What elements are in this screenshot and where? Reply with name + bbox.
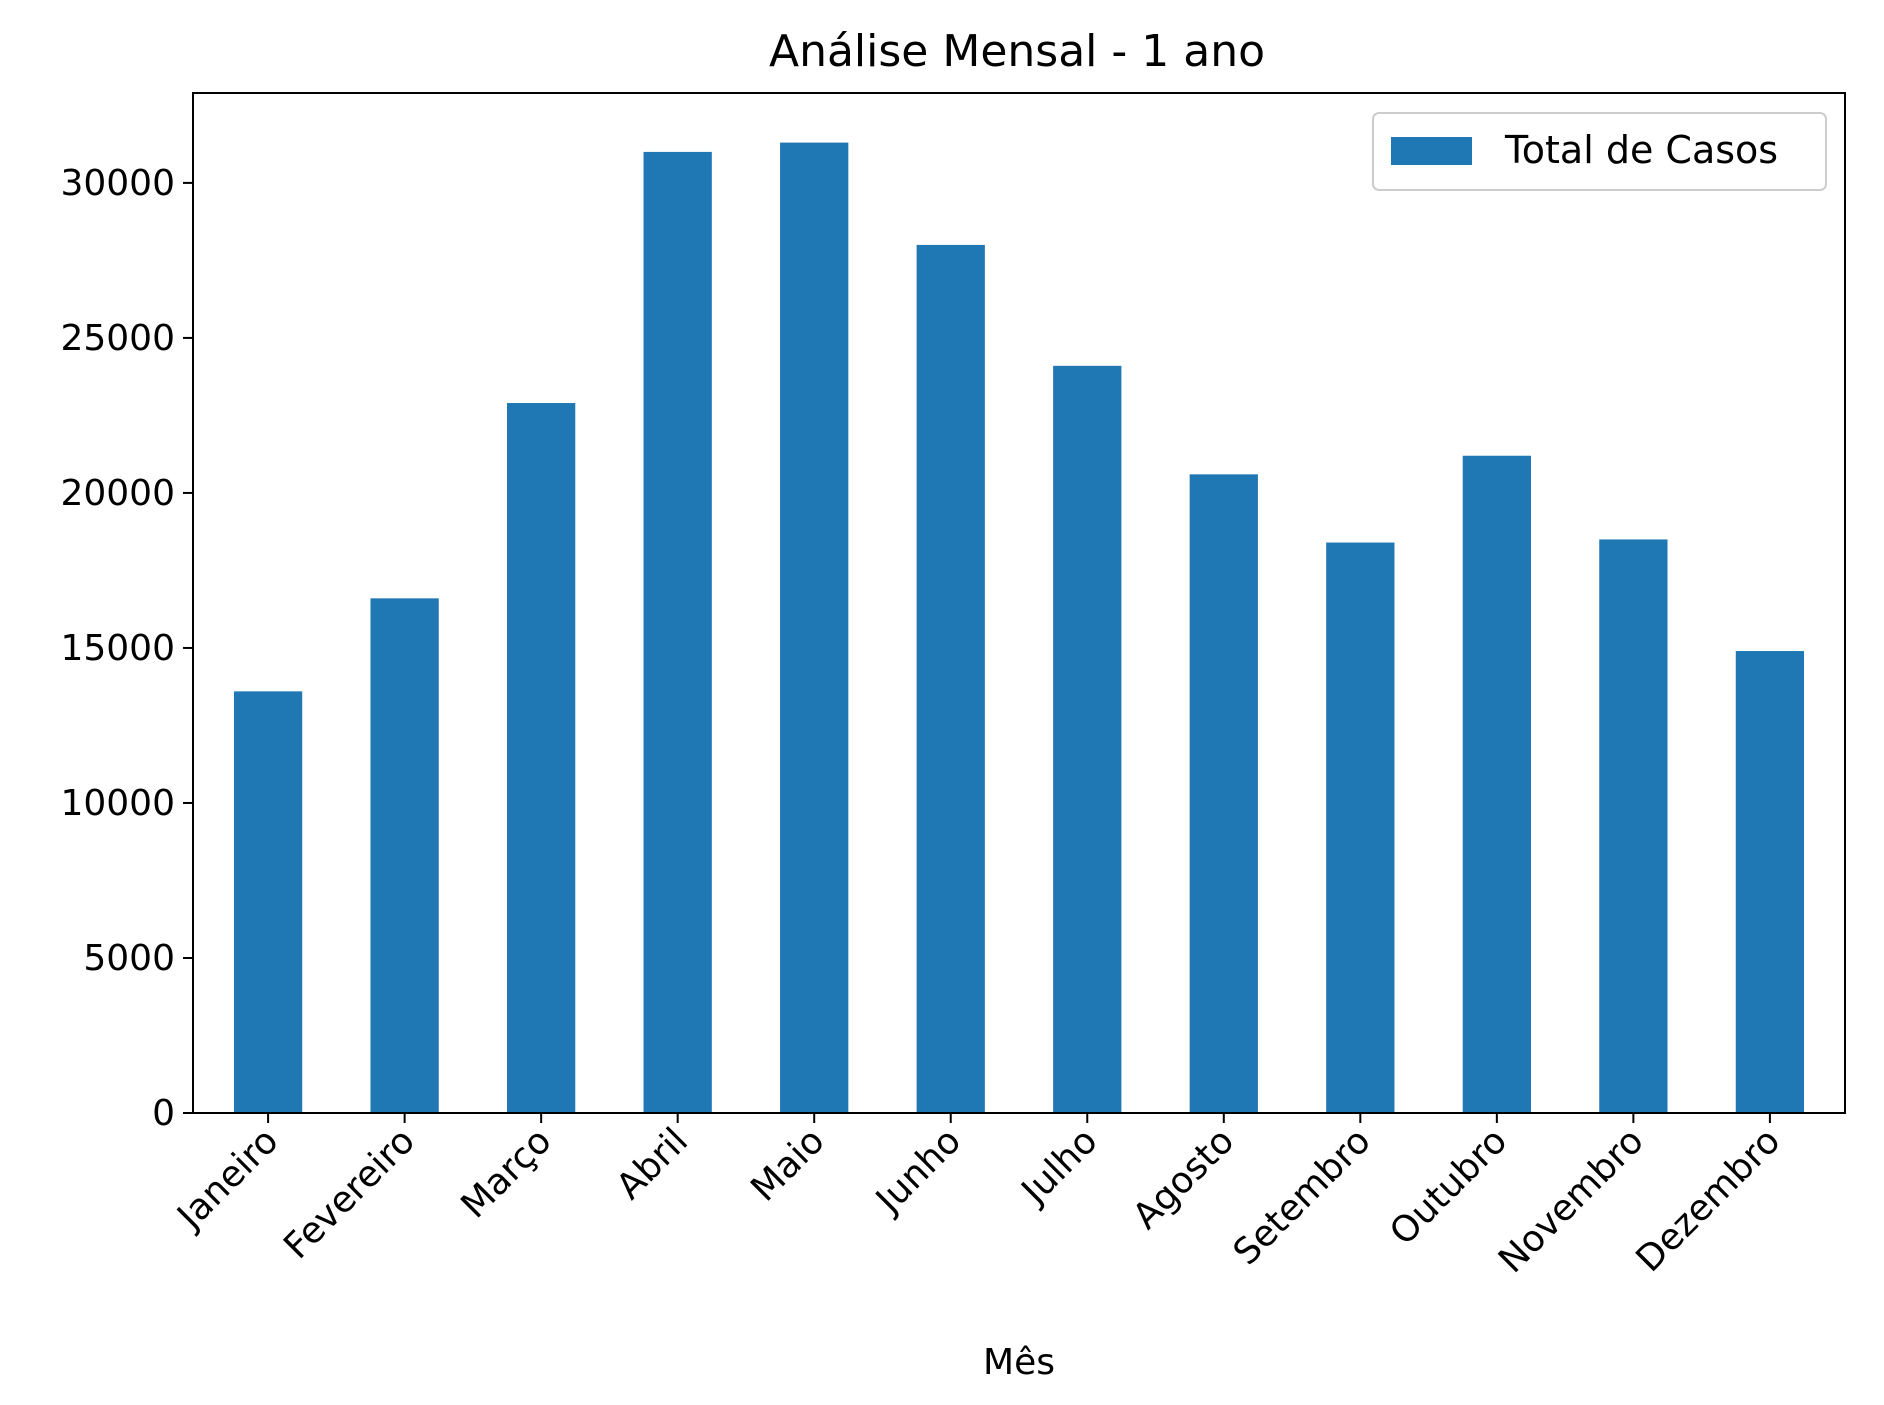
bars <box>233 142 1805 1114</box>
bar <box>1326 542 1395 1113</box>
bar <box>1189 474 1258 1113</box>
bar <box>1053 365 1122 1113</box>
legend: Total de Casos <box>1372 112 1827 191</box>
bar <box>1462 455 1531 1113</box>
bar <box>916 244 985 1113</box>
y-tick-label: 30000 <box>60 163 175 204</box>
bar <box>1599 539 1668 1113</box>
y-tick-label: 10000 <box>60 783 175 824</box>
y-tick-label: 20000 <box>60 473 175 514</box>
bar <box>1735 651 1805 1113</box>
legend-box <box>1372 112 1827 191</box>
y-axis: 0 5000 10000 15000 20000 25000 30000 <box>60 163 193 1134</box>
bar <box>233 691 303 1113</box>
bar <box>507 403 576 1113</box>
plot-frame <box>192 92 1846 1114</box>
y-tick-label: 15000 <box>60 628 175 669</box>
chart-title: Análise Mensal - 1 ano <box>769 26 1265 77</box>
bar <box>370 598 439 1113</box>
bar <box>643 151 712 1114</box>
y-tick-label: 25000 <box>60 318 175 359</box>
bar <box>780 142 849 1113</box>
y-tick-label: 0 <box>152 1093 175 1134</box>
y-tick-label: 5000 <box>83 938 175 979</box>
x-axis-label: Mês <box>983 1342 1055 1383</box>
legend-swatch <box>1391 137 1472 165</box>
legend-label: Total de Casos <box>1504 128 1778 172</box>
